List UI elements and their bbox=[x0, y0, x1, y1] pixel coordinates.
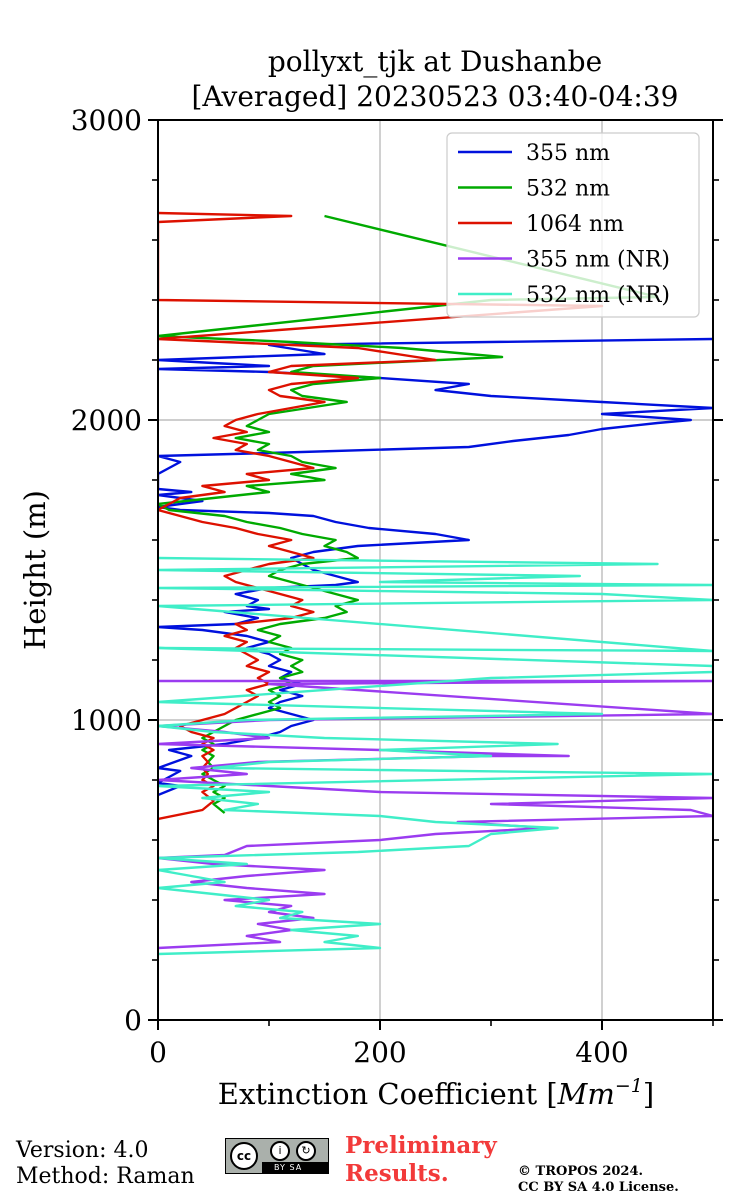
footer-info: Version: 4.0 Method: Raman bbox=[16, 1138, 195, 1190]
plot-frame bbox=[157, 119, 714, 1021]
y-axis-label: Height (m) bbox=[18, 490, 52, 650]
cc-icon: cc bbox=[230, 1142, 258, 1170]
axis-ticks: 0 200 400 0 1000 2000 3000 bbox=[71, 104, 723, 1069]
x-tick-label: 400 bbox=[575, 1036, 628, 1069]
series-layer bbox=[158, 211, 713, 956]
chart-title-line-2: [Averaged] 20230523 03:40-04:39 bbox=[192, 80, 679, 113]
license-badge-text: BY SA bbox=[262, 1162, 328, 1173]
cc-license-badge: cc i ↻ BY SA bbox=[225, 1138, 329, 1174]
attribution-icon: i bbox=[270, 1141, 290, 1161]
x-tick-label: 0 bbox=[149, 1036, 167, 1069]
series-line-4 bbox=[158, 679, 713, 950]
legend-label: 532 nm bbox=[526, 177, 610, 202]
legend: 355 nm 532 nm 1064 nm 355 nm (NR) 532 nm (NR… bbox=[446, 132, 700, 318]
y-tick-label: 1000 bbox=[71, 704, 142, 737]
chart-title-line-1: pollyxt_tjk at Dushanbe bbox=[268, 45, 602, 78]
y-tick-label: 0 bbox=[124, 1004, 142, 1037]
version-text: Version: 4.0 bbox=[16, 1138, 149, 1163]
copyright-notice: © TROPOS 2024. CC BY SA 4.0 License. bbox=[518, 1164, 679, 1195]
extinction-profile-chart: pollyxt_tjk at Dushanbe [Averaged] 20230… bbox=[18, 45, 723, 1111]
method-text: Method: Raman bbox=[16, 1164, 195, 1189]
y-tick-label: 3000 bbox=[71, 104, 142, 137]
series-line-1 bbox=[158, 337, 713, 797]
legend-label: 1064 nm bbox=[526, 212, 624, 237]
series-line-2 bbox=[158, 214, 659, 814]
legend-label: 532 nm (NR) bbox=[526, 283, 670, 308]
x-tick-label: 200 bbox=[353, 1036, 406, 1069]
series-line-5 bbox=[158, 556, 713, 956]
share-alike-icon: ↻ bbox=[296, 1141, 316, 1161]
legend-label: 355 nm (NR) bbox=[526, 248, 670, 273]
preliminary-results-label: Preliminary Results. bbox=[345, 1132, 497, 1187]
y-tick-label: 2000 bbox=[71, 404, 142, 437]
x-axis-label: Extinction Coefficient [Mm−1] bbox=[218, 1075, 654, 1111]
legend-label: 355 nm bbox=[526, 141, 610, 166]
legend-box bbox=[446, 132, 700, 318]
